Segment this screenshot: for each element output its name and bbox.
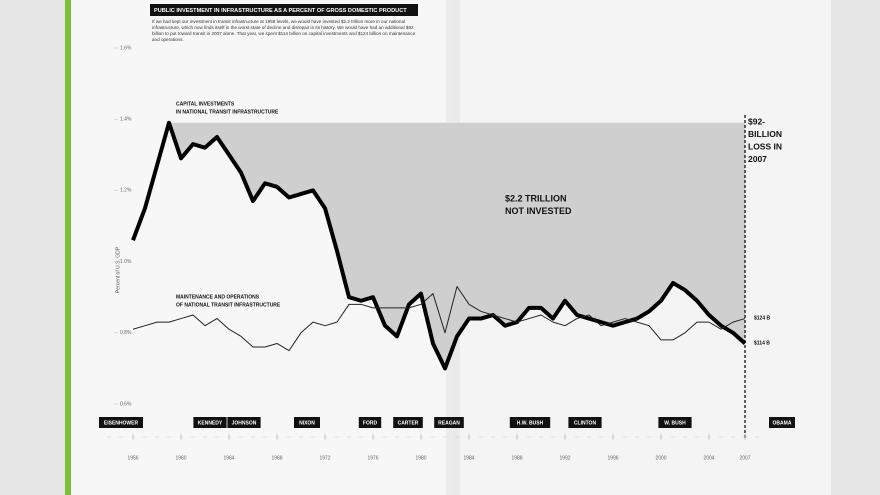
x-tick-label: 2004: [703, 455, 714, 461]
president-box: [294, 417, 320, 428]
president-label: REAGAN: [438, 420, 460, 426]
series-label: IN NATIONAL TRANSIT INFRASTRUCTURE: [176, 109, 279, 115]
president-box: [393, 417, 423, 428]
x-tick-label: 1992: [559, 455, 570, 461]
annotation: $92-: [748, 116, 765, 126]
annotation: NOT INVESTED: [505, 206, 572, 216]
president-label: CLINTON: [574, 420, 597, 426]
end-label: $114 B: [754, 340, 770, 346]
president-label: KENNEDY: [198, 420, 223, 426]
president-label: OBAMA: [773, 420, 792, 426]
president-label: JOHNSON: [232, 420, 257, 426]
x-tick-label: 1960: [175, 455, 186, 461]
x-tick-label: 1988: [511, 455, 522, 461]
president-box: [227, 417, 261, 428]
x-tick-label: 2000: [655, 455, 666, 461]
x-tick-label: 1996: [607, 455, 618, 461]
annotation: BILLION: [748, 129, 782, 139]
x-tick-label: 1984: [463, 455, 474, 461]
president-label: CARTER: [398, 420, 419, 426]
x-tick-label: 1964: [223, 455, 234, 461]
y-tick-label: 0.6%: [120, 401, 132, 407]
x-tick-label: 1968: [271, 455, 282, 461]
series-label: CAPITAL INVESTMENTS: [176, 101, 235, 107]
annotation: $2.2 TRILLION: [505, 193, 567, 203]
y-tick-label: 0.8%: [120, 330, 132, 336]
series-line: [131, 120, 747, 371]
intro-text: If we had kept our investment in transit…: [152, 19, 416, 42]
chart-title: PUBLIC INVESTMENT IN INFRASTRUCTURE AS A…: [154, 8, 407, 14]
x-tick-label: 1956: [127, 455, 138, 461]
president-box: [193, 417, 227, 428]
president-box: [434, 417, 464, 428]
y-axis-label: Percent of U.S. GDP: [115, 246, 121, 293]
series-label: OF NATIONAL TRANSIT INFRASTRUCTURE: [176, 302, 281, 308]
page-edge: [65, 0, 71, 495]
end-label: $124 B: [754, 315, 771, 321]
president-box: [769, 417, 795, 428]
y-tick-label: 1.2%: [120, 188, 132, 194]
series-line: [132, 286, 746, 352]
x-tick-label: 2007: [739, 455, 750, 461]
president-box: [358, 417, 382, 428]
president-box: [568, 417, 602, 428]
x-tick-label: 1972: [319, 455, 330, 461]
annotation: 2007: [748, 154, 767, 164]
president-box: [658, 417, 692, 428]
president-label: W. BUSH: [664, 420, 686, 426]
x-tick-label: 1980: [415, 455, 426, 461]
y-tick-label: 1.4%: [120, 117, 132, 123]
president-box: [99, 417, 143, 428]
president-label: FORD: [363, 420, 378, 426]
president-label: H.W. BUSH: [517, 420, 544, 426]
president-label: NIXON: [299, 420, 315, 426]
title-box: [150, 4, 418, 16]
gap-area: [169, 122, 745, 369]
president-label: EISENHOWER: [104, 420, 139, 426]
series-label: MAINTENANCE AND OPERATIONS: [176, 294, 260, 300]
president-box: [509, 417, 551, 428]
x-tick-label: 1976: [367, 455, 378, 461]
y-tick-label: 1.0%: [120, 259, 132, 265]
y-tick-label: 1.6%: [120, 45, 132, 51]
annotation: LOSS IN: [748, 141, 782, 151]
